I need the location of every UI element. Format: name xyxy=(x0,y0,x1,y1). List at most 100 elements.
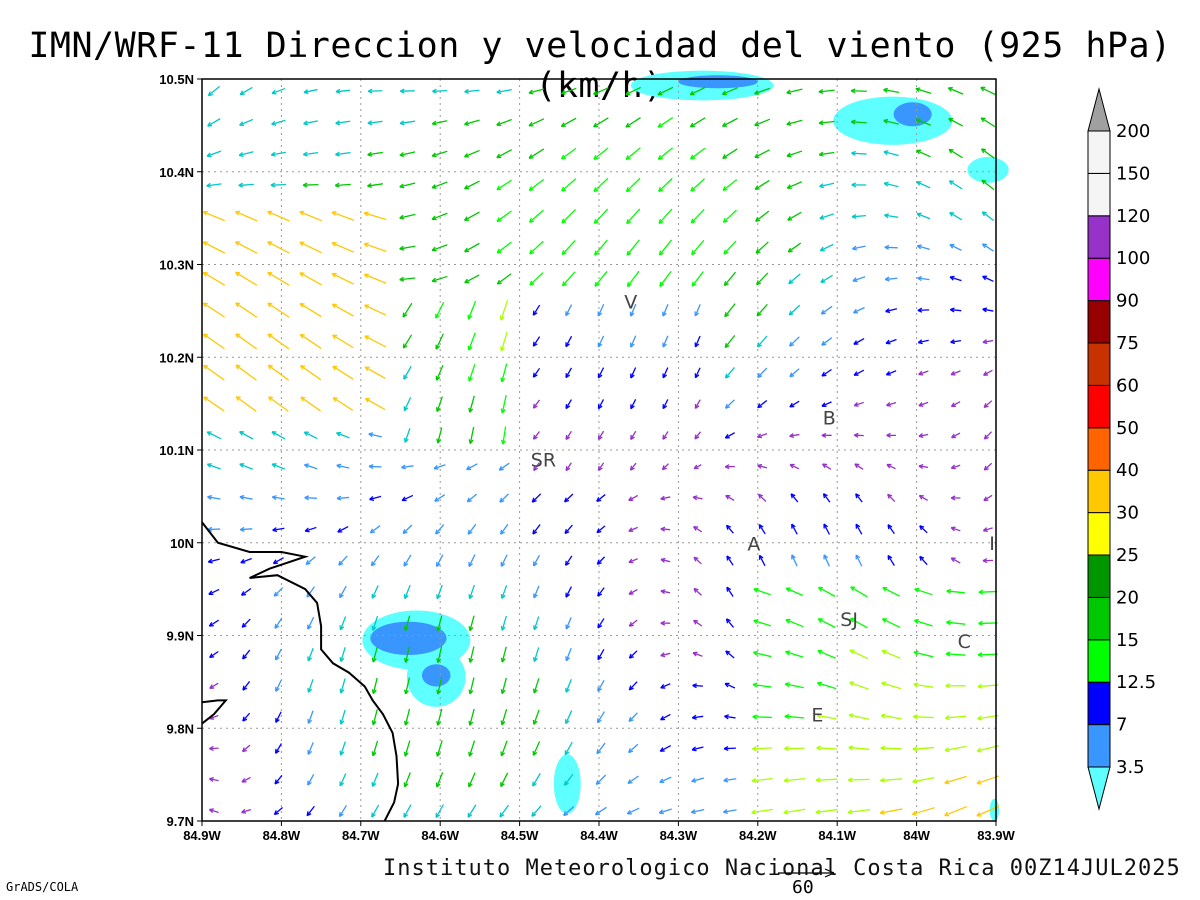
wind-arrow-icon xyxy=(853,307,864,312)
wind-arrow-icon xyxy=(597,557,604,564)
wind-arrow-icon xyxy=(950,276,961,280)
wind-arrow-icon xyxy=(400,152,415,156)
wind-arrow-icon xyxy=(273,558,283,564)
wind-arrow-icon xyxy=(468,301,475,319)
wind-arrow-icon xyxy=(402,495,413,500)
wind-arrow-icon xyxy=(236,397,256,412)
colorbar-legend: 3.5712.5152025304050607590100120150200 xyxy=(1088,89,1156,809)
wind-arrow-icon xyxy=(948,88,963,94)
wind-arrow-icon xyxy=(308,774,314,785)
wind-arrow-icon xyxy=(915,588,933,594)
wind-arrow-icon xyxy=(916,150,930,156)
wind-arrow-icon xyxy=(209,620,218,626)
wind-arrow-icon xyxy=(626,178,640,191)
wind-arrow-icon xyxy=(784,778,805,782)
colorbar-segment xyxy=(1088,682,1110,724)
wind-arrow-icon xyxy=(365,305,386,315)
wind-arrow-icon xyxy=(695,432,700,439)
wind-arrow-icon xyxy=(913,715,934,719)
wind-arrow-icon xyxy=(724,272,735,285)
wind-arrow-icon xyxy=(532,806,541,817)
wind-arrow-icon xyxy=(984,495,992,500)
wind-arrow-icon xyxy=(790,434,800,438)
wind-arrow-icon xyxy=(404,555,411,566)
colorbar-label: 100 xyxy=(1116,248,1150,269)
wind-arrow-icon xyxy=(566,711,572,724)
wind-arrow-icon xyxy=(207,151,221,156)
wind-arrow-icon xyxy=(983,276,994,281)
place-labels: VSRBASJCEI xyxy=(531,292,995,727)
wind-arrow-icon xyxy=(561,88,576,94)
wind-arrow-icon xyxy=(497,274,511,284)
wind-arrow-icon xyxy=(566,305,572,316)
wind-arrow-icon xyxy=(566,431,571,439)
wind-arrow-icon xyxy=(949,181,962,189)
wind-arrow-icon xyxy=(694,527,702,532)
wind-arrow-icon xyxy=(982,149,995,158)
wind-arrow-icon xyxy=(303,183,318,187)
wind-arrow-icon xyxy=(533,525,540,534)
wind-arrow-icon xyxy=(268,272,289,285)
colorbar-segment xyxy=(1088,725,1110,767)
lon-tick-label: 84.9W xyxy=(183,828,221,843)
wind-arrow-icon xyxy=(308,648,313,661)
wind-arrow-icon xyxy=(367,184,383,188)
wind-arrow-icon xyxy=(945,776,967,783)
wind-arrow-icon xyxy=(917,182,930,188)
lon-tick-label: 84.1W xyxy=(818,828,856,843)
wind-arrow-icon xyxy=(340,617,346,630)
wind-arrow-icon xyxy=(276,712,281,723)
wind-arrow-icon xyxy=(726,400,735,408)
wind-arrow-icon xyxy=(203,242,224,253)
wind-arrow-icon xyxy=(788,212,801,220)
wind-arrow-icon xyxy=(816,810,838,814)
wind-arrow-icon xyxy=(529,179,543,190)
speed-region xyxy=(422,664,451,686)
wind-arrow-icon xyxy=(404,741,409,757)
wind-arrow-icon xyxy=(534,647,539,661)
wind-arrow-icon xyxy=(821,275,833,282)
wind-arrow-icon xyxy=(437,397,443,412)
wind-arrow-icon xyxy=(788,243,800,252)
colorbar-label: 75 xyxy=(1116,333,1139,354)
wind-arrow-icon xyxy=(242,809,251,813)
wind-arrow-icon xyxy=(403,525,412,534)
wind-vectors xyxy=(203,86,999,817)
wind-arrow-icon xyxy=(919,371,929,375)
wind-arrow-icon xyxy=(275,618,282,628)
wind-arrow-icon xyxy=(887,433,896,437)
wind-arrow-icon xyxy=(372,805,379,817)
wind-arrow-icon xyxy=(663,368,668,378)
colorbar-segment xyxy=(1088,513,1110,555)
wind-arrow-icon xyxy=(565,525,572,533)
wind-arrow-icon xyxy=(753,651,771,656)
wind-arrow-icon xyxy=(405,709,410,725)
colorbar-label: 120 xyxy=(1116,206,1150,227)
wind-arrow-icon xyxy=(332,273,354,284)
speed-region xyxy=(967,157,1008,183)
wind-arrow-icon xyxy=(242,619,250,627)
wind-arrow-icon xyxy=(563,272,575,286)
wind-arrow-icon xyxy=(913,778,935,783)
wind-arrow-icon xyxy=(725,367,734,378)
wind-arrow-icon xyxy=(500,805,508,817)
wind-arrow-icon xyxy=(204,365,225,380)
wind-arrow-icon xyxy=(243,650,250,659)
wind-arrow-icon xyxy=(436,525,444,534)
wind-arrow-icon xyxy=(240,527,252,531)
wind-arrow-icon xyxy=(596,775,605,784)
wind-arrow-icon xyxy=(854,370,864,375)
wind-arrow-icon xyxy=(272,89,285,94)
wind-arrow-icon xyxy=(757,273,768,285)
wind-arrow-icon xyxy=(723,810,736,814)
lat-tick-label: 10N xyxy=(170,536,194,551)
wind-arrow-icon xyxy=(662,464,668,470)
wind-arrow-icon xyxy=(791,494,798,502)
wind-arrow-icon xyxy=(663,399,668,408)
wind-arrow-icon xyxy=(816,778,837,782)
wind-arrow-icon xyxy=(595,271,607,286)
wind-arrow-icon xyxy=(207,432,221,439)
wind-arrow-icon xyxy=(819,152,834,156)
colorbar-label: 15 xyxy=(1116,630,1139,651)
wind-arrow-icon xyxy=(821,306,832,314)
